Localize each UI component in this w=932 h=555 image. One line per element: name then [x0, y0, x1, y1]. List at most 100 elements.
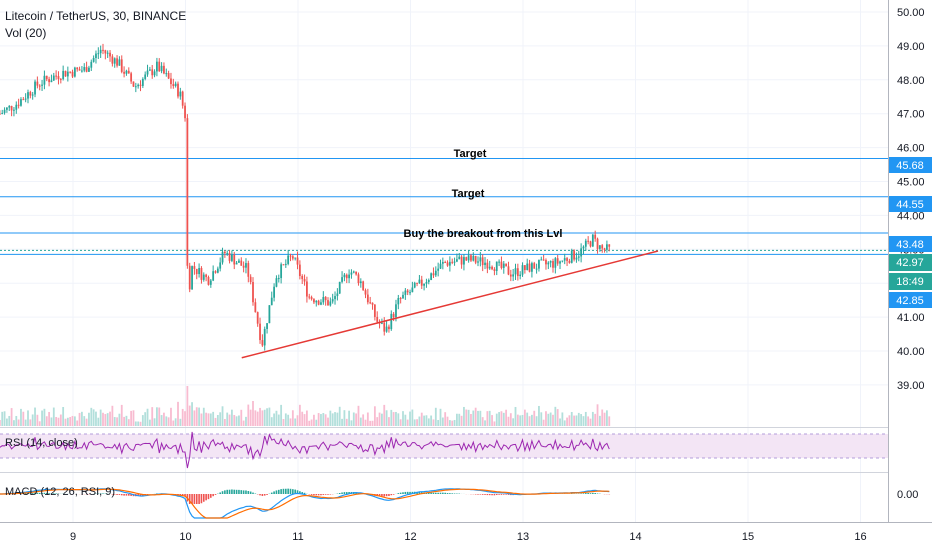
candle-body [442, 262, 444, 264]
macd-label: MACD (12, 26, RSI, 9) [5, 486, 115, 498]
candle-body [512, 274, 514, 276]
volume-bar [451, 421, 453, 426]
volume-bar [332, 413, 334, 426]
volume-bar [254, 410, 256, 426]
volume-bar [419, 416, 421, 426]
volume-bar [311, 420, 313, 426]
candle-body [128, 71, 130, 74]
volume-bar [194, 410, 196, 426]
volume-bar [111, 406, 113, 426]
candle-body [454, 262, 456, 263]
candle-body [547, 263, 549, 265]
candle-body [550, 261, 552, 263]
macd-hist-bar [126, 494, 128, 496]
volume-bar [83, 416, 85, 426]
volume-bar [168, 417, 170, 426]
macd-hist-bar [487, 494, 489, 495]
candle-body [510, 275, 512, 277]
volume-bar [440, 409, 442, 426]
volume-bar [519, 415, 521, 426]
candle-body [32, 94, 34, 95]
volume-bar [154, 418, 156, 426]
volume-bar [348, 411, 350, 426]
price-tick-label: 40.00 [897, 346, 925, 358]
volume-bar [444, 412, 446, 426]
candle-body [100, 50, 102, 53]
candle-body [109, 53, 111, 57]
volume-bar [402, 411, 404, 426]
price-tag-support-text: 42.85 [896, 295, 924, 307]
volume-bar [67, 418, 69, 426]
volume-bar [472, 411, 474, 426]
macd-hist-bar [393, 494, 395, 495]
candle-body [355, 272, 357, 275]
volume-bar [557, 409, 559, 426]
volume-bar [151, 407, 153, 426]
candle-body [93, 58, 95, 62]
time-tick-label: 12 [404, 531, 416, 543]
candle-body [388, 327, 390, 329]
volume-bar [346, 419, 348, 426]
candle-body [440, 264, 442, 269]
volume-bar [468, 410, 470, 426]
volume-bar [212, 412, 214, 426]
volume-bar [6, 419, 8, 426]
candle-body [126, 71, 128, 74]
macd-hist-bar [236, 490, 238, 494]
volume-label: Vol (20) [5, 26, 46, 40]
candle-body [196, 269, 198, 274]
volume-bar [189, 406, 191, 426]
volume-bar [114, 417, 116, 426]
volume-bar [442, 418, 444, 426]
volume-bar [388, 417, 390, 426]
candle-body [374, 305, 376, 317]
volume-bar [376, 417, 378, 426]
macd-hist-bar [264, 494, 266, 496]
volume-bar [524, 410, 526, 426]
volume-bar [51, 417, 53, 426]
volume-bar [20, 409, 22, 426]
volume-bar [144, 412, 146, 426]
volume-bar [498, 412, 500, 426]
candle-body [165, 73, 167, 74]
candle-body [271, 298, 273, 305]
volume-bar [201, 414, 203, 426]
macd-hist-bar [494, 494, 496, 495]
volume-bar [107, 413, 109, 426]
macd-hist-bar [194, 494, 196, 504]
macd-hist-bar [583, 493, 585, 494]
volume-bar [257, 412, 259, 426]
volume-bar [231, 410, 233, 426]
candle-body [346, 275, 348, 278]
volume-bar [538, 406, 540, 426]
candle-body [229, 253, 231, 261]
volume-bar [486, 411, 488, 426]
volume-bar [536, 416, 538, 426]
volume-bar [393, 412, 395, 426]
candle-body [245, 263, 247, 268]
volume-bar [245, 417, 247, 426]
macd-hist-bar [587, 493, 589, 494]
candle-body [55, 76, 57, 77]
candle-body [437, 269, 439, 271]
price-tag-breakout-text: 43.48 [896, 239, 924, 251]
volume-bar [104, 414, 106, 426]
candle-body [606, 244, 608, 249]
candle-body [147, 71, 149, 75]
candle-body [39, 86, 41, 87]
candle-body [360, 281, 362, 283]
volume-bar [287, 415, 289, 426]
volume-bar [355, 413, 357, 426]
macd-hist-bar [198, 494, 200, 504]
candle-body [280, 264, 282, 278]
volume-bar [554, 407, 556, 426]
macd-hist-bar [501, 494, 503, 495]
macd-hist-bar [449, 493, 451, 494]
volume-bar [400, 419, 402, 426]
volume-bar [65, 419, 67, 426]
candle-body [411, 287, 413, 292]
macd-hist-bar [273, 491, 275, 494]
candle-body [163, 66, 165, 74]
